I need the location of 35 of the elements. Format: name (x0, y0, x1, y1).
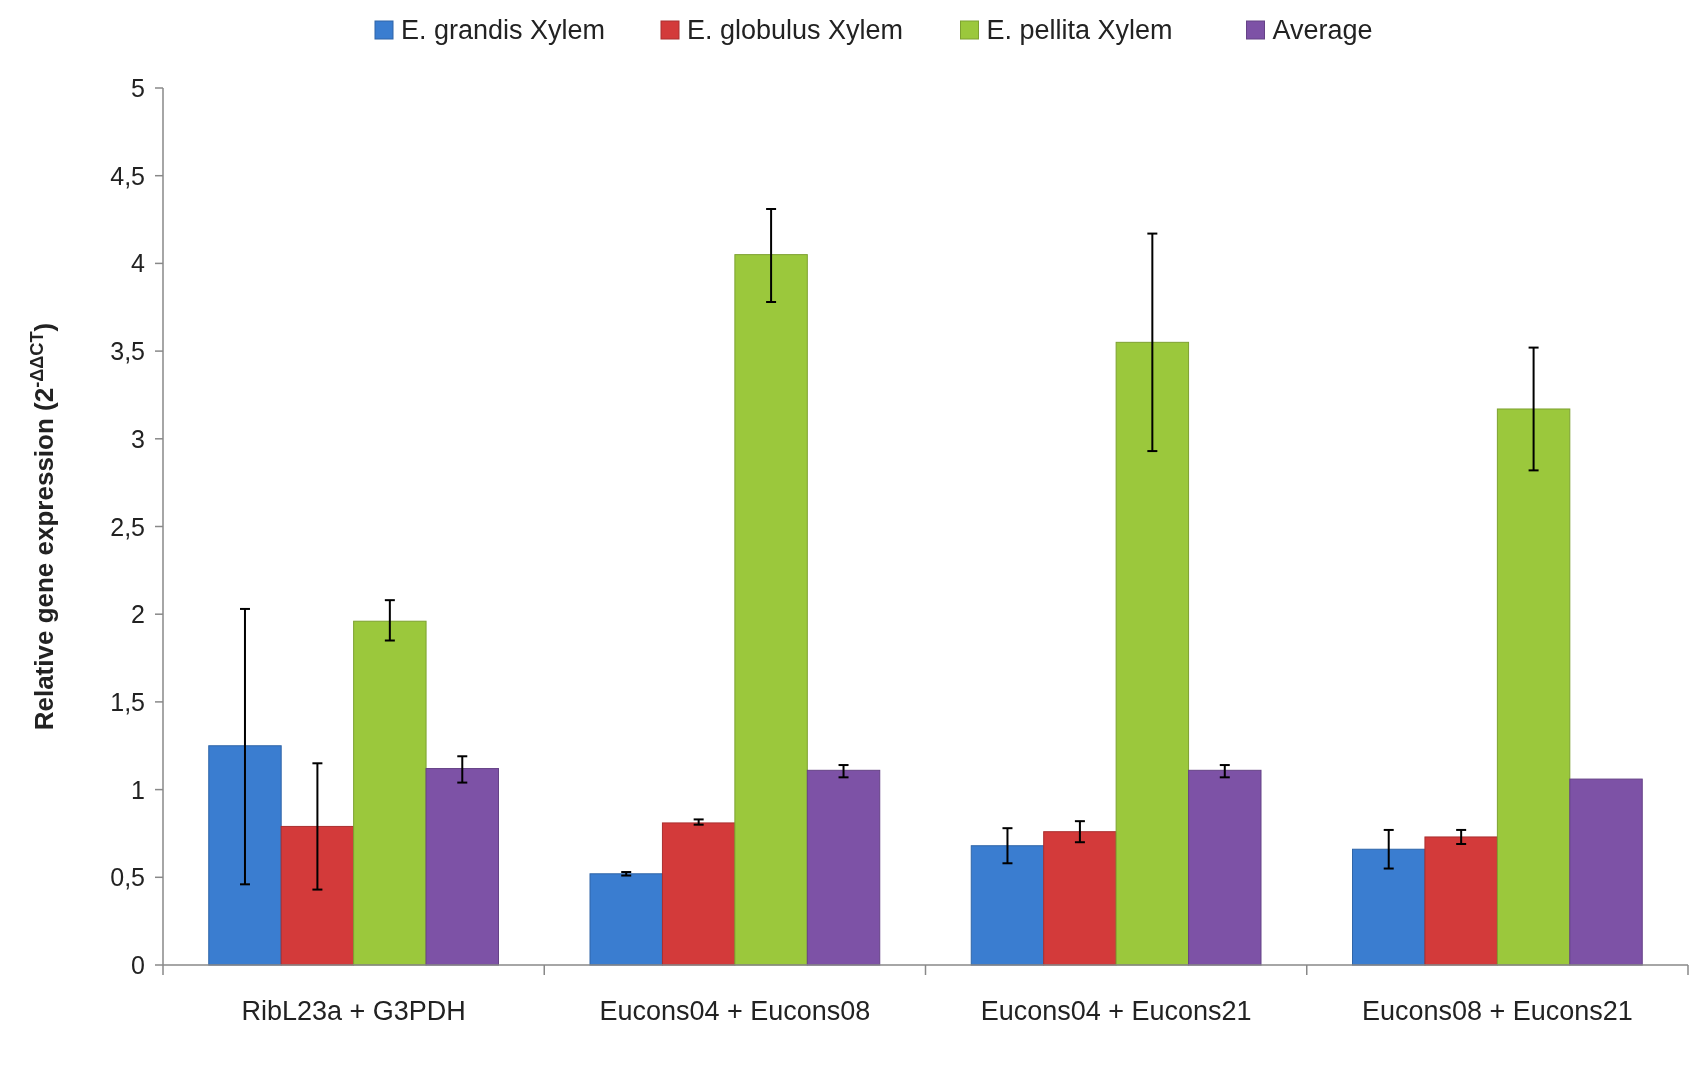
bar (353, 620, 427, 966)
bar (1043, 831, 1117, 966)
legend-label: Average (1272, 15, 1373, 45)
y-tick-label: 3,5 (110, 337, 145, 366)
bar (970, 845, 1045, 966)
legend-label: E. globulus Xylem (687, 15, 904, 45)
y-tick-label: 0,5 (110, 863, 145, 892)
y-tick-label: 4 (131, 249, 146, 278)
bar (734, 254, 808, 966)
legend-label: E. grandis Xylem (401, 15, 606, 45)
y-tick-label: 2,5 (110, 512, 145, 541)
legend-label: E. pellita Xylem (986, 15, 1173, 45)
bar (208, 745, 282, 966)
bar (425, 768, 499, 966)
bar (1424, 836, 1498, 966)
y-tick-label: 5 (131, 74, 145, 102)
bar (1188, 769, 1262, 966)
bar (589, 873, 663, 966)
x-tick-label: RibL23a + G3PDH (241, 996, 466, 1026)
x-tick-label: Eucons08 + Eucons21 (1361, 996, 1633, 1026)
bar (661, 822, 736, 966)
bar (1115, 341, 1190, 966)
y-tick-label: 1 (131, 775, 145, 804)
x-tick-label: Eucons04 + Eucons08 (599, 996, 871, 1026)
bar (1569, 778, 1643, 966)
bar (1496, 408, 1571, 966)
bar (806, 769, 881, 966)
y-tick-label: 3 (131, 424, 145, 453)
bar (1352, 848, 1426, 966)
x-tick-label: Eucons04 + Eucons21 (980, 996, 1252, 1026)
bar (280, 825, 355, 966)
y-tick-label: 1,5 (110, 687, 145, 716)
y-tick-label: 4,5 (110, 161, 145, 190)
y-tick-label: 2 (131, 600, 145, 629)
y-tick-label: 0 (131, 951, 145, 979)
